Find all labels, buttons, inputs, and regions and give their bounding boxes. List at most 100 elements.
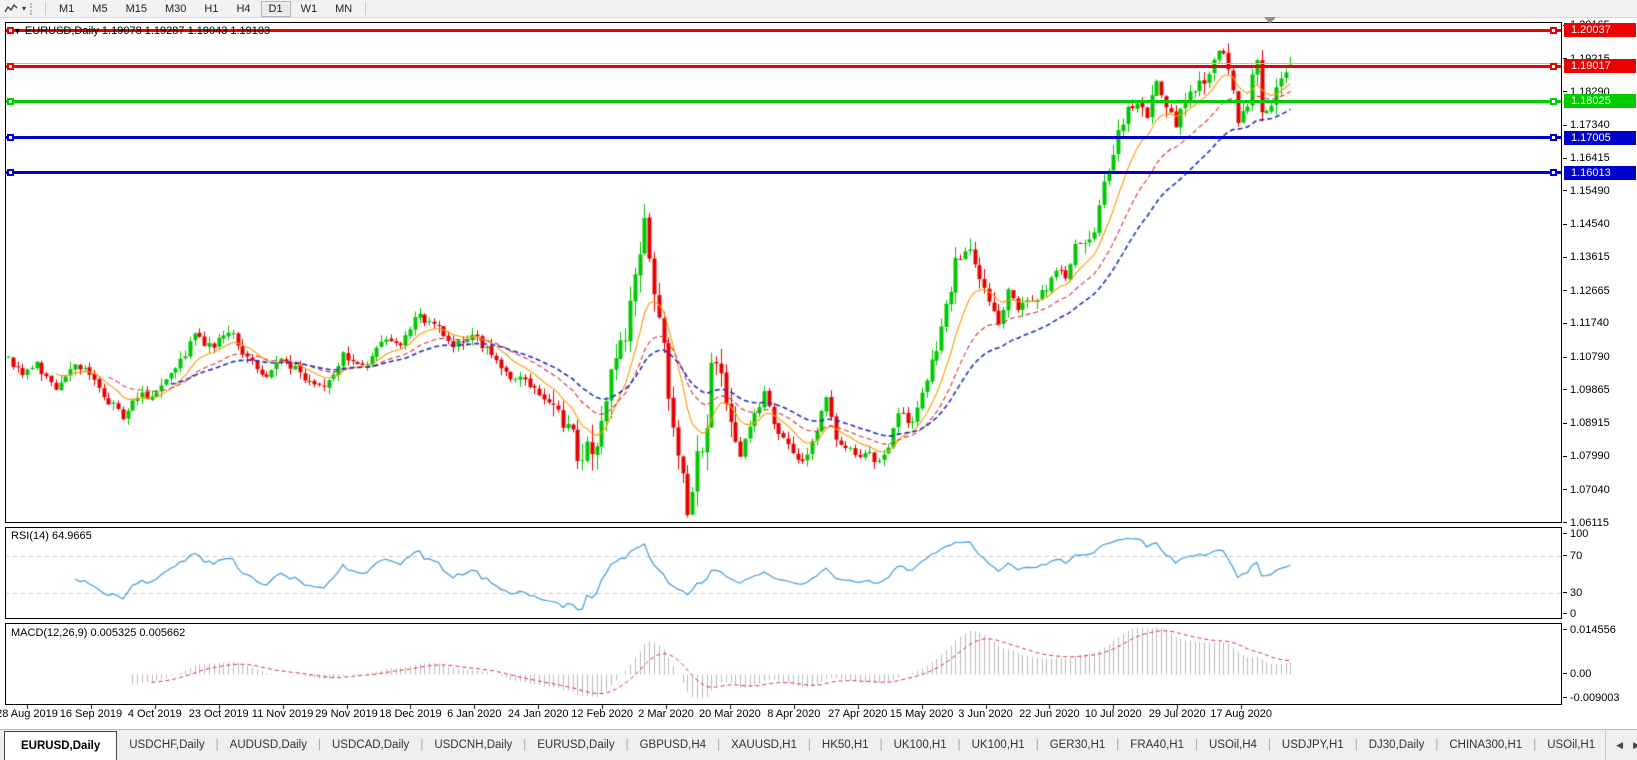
date-axis-label: 23 Oct 2019 — [188, 708, 249, 720]
tab-scroll-left-icon[interactable]: ◀ — [1616, 739, 1624, 750]
price-axis-tick: 1.16415 — [1563, 152, 1610, 164]
price-level-badge: 1.20037 — [1564, 23, 1636, 38]
price-axis-tick: 1.13615 — [1563, 251, 1610, 263]
hline-drag-handle[interactable] — [1550, 62, 1557, 70]
tool-dropdown-caret-icon[interactable]: ▾ — [22, 4, 27, 13]
chart-tab-usdcad-daily[interactable]: USDCAD,Daily — [331, 739, 410, 751]
timeframe-toolbar: ▾ M1 M5 M15 M30 H1 H4 D1 W1 MN — [0, 0, 1637, 18]
chart-tab-gbpusd-h4[interactable]: GBPUSD,H4 — [639, 739, 707, 751]
date-axis-label: 18 Dec 2019 — [379, 708, 442, 720]
chart-tab-xauusd-h1[interactable]: XAUUSD,H1 — [731, 739, 797, 751]
price-axis-tick: 1.07040 — [1563, 484, 1610, 496]
chart-tab-usoil-h4[interactable]: USOil,H4 — [1208, 739, 1257, 751]
rsi-label: RSI(14) 64.9665 — [11, 530, 92, 542]
toolbar-separator — [365, 2, 367, 15]
macd-label: MACD(12,26,9) 0.005325 0.005662 — [11, 627, 186, 639]
title-caret-icon[interactable]: ▼ — [13, 26, 22, 36]
hline-drag-handle[interactable] — [7, 134, 14, 142]
price-level-badge: 1.16013 — [1564, 165, 1636, 180]
date-axis-label: 27 Apr 2020 — [828, 708, 888, 720]
date-axis-label: 20 Mar 2020 — [699, 708, 761, 720]
date-axis-label: 22 Jun 2020 — [1019, 708, 1080, 720]
macd-axis-tick: 0.00 — [1563, 668, 1591, 680]
macd-axis-tick: -0.009003 — [1563, 692, 1620, 704]
hline-drag-handle[interactable] — [7, 62, 14, 70]
price-level-badge: 1.17005 — [1564, 130, 1636, 145]
toolbar-grip-handle[interactable] — [30, 2, 37, 15]
price-level-badge: 1.19017 — [1564, 59, 1636, 74]
timeframe-button-h1[interactable]: H1 — [204, 2, 219, 15]
date-axis-label: 29 Nov 2019 — [315, 708, 378, 720]
chart-tab-china300-h1[interactable]: CHINA300,H1 — [1449, 739, 1523, 751]
chart-tab-eurusd-daily[interactable]: EURUSD,Daily — [4, 731, 118, 760]
date-axis-label: 29 Jul 2020 — [1148, 708, 1206, 720]
timeframe-button-w1[interactable]: W1 — [300, 2, 318, 15]
hline-drag-handle[interactable] — [7, 169, 14, 177]
timeframe-button-mn[interactable]: MN — [335, 2, 353, 15]
date-axis-label: 3 Jun 2020 — [958, 708, 1013, 720]
timeframe-buttons: M1 M5 M15 M30 H1 H4 D1 W1 MN — [50, 0, 361, 17]
chart-tab-eurusd-daily[interactable]: EURUSD,Daily — [537, 739, 615, 751]
timeframe-button-m1[interactable]: M1 — [59, 2, 75, 15]
rsi-axis-tick: 70 — [1563, 550, 1582, 562]
date-axis-label: 28 Aug 2019 — [0, 708, 58, 720]
date-axis-label: 4 Oct 2019 — [127, 708, 182, 720]
date-axis-label: 15 May 2020 — [889, 708, 954, 720]
date-axis-label: 10 Jul 2020 — [1084, 708, 1142, 720]
tab-scroll-right-icon[interactable]: ▶ — [1633, 740, 1637, 751]
timeframe-button-h4[interactable]: H4 — [236, 2, 251, 15]
date-axis-label: 6 Jan 2020 — [447, 708, 502, 720]
price-axis-tick: 1.12665 — [1563, 285, 1610, 297]
chart-tab-fra40-h1[interactable]: FRA40,H1 — [1130, 739, 1184, 751]
macd-axis-tick: 0.014556 — [1563, 624, 1616, 636]
chart-title: ▼ EURUSD,Daily 1.19078 1.19287 1.19043 1.… — [13, 25, 271, 37]
chart-tab-uk100-h1[interactable]: UK100,H1 — [893, 739, 947, 751]
horizontal-line-object[interactable] — [6, 99, 1561, 103]
price-axis-tick: 1.11740 — [1563, 317, 1609, 329]
chart-tab-dj30-daily[interactable]: DJ30,Daily — [1368, 739, 1425, 751]
timeframe-button-m30[interactable]: M30 — [164, 2, 187, 15]
rsi-axis-tick: 0 — [1563, 608, 1576, 620]
macd-indicator-panel[interactable] — [5, 623, 1562, 705]
price-axis-tick: 1.17340 — [1563, 119, 1610, 131]
hline-drag-handle[interactable] — [7, 97, 14, 105]
timeframe-button-m5[interactable]: M5 — [92, 2, 108, 15]
price-axis-tick: 1.08915 — [1563, 417, 1610, 429]
date-axis-label: 16 Sep 2019 — [59, 708, 123, 720]
polyline-chart-icon[interactable] — [0, 1, 22, 16]
date-axis-label: 8 Apr 2020 — [767, 708, 821, 720]
toolbar-separator — [45, 2, 47, 15]
price-level-badge: 1.18025 — [1564, 94, 1636, 109]
chart-tab-audusd-daily[interactable]: AUDUSD,Daily — [229, 739, 307, 751]
hline-drag-handle[interactable] — [1550, 134, 1557, 142]
timeframe-button-m15[interactable]: M15 — [125, 2, 147, 15]
date-axis-label: 17 Aug 2020 — [1210, 708, 1272, 720]
chart-tab-ger30-h1[interactable]: GER30,H1 — [1049, 739, 1106, 751]
price-axis-tick: 1.09865 — [1563, 384, 1610, 396]
hline-drag-handle[interactable] — [1550, 26, 1557, 34]
hline-drag-handle[interactable] — [1550, 169, 1557, 177]
chart-tab-usdjpy-h1[interactable]: USDJPY,H1 — [1281, 739, 1344, 751]
chart-tab-usoil-h1[interactable]: USOil,H1 — [1547, 739, 1596, 751]
price-axis-tick: 1.07990 — [1563, 450, 1610, 462]
main-chart-panel[interactable] — [5, 22, 1562, 523]
date-axis-label: 2 Mar 2020 — [638, 708, 694, 720]
chart-tab-uk100-h1[interactable]: UK100,H1 — [971, 739, 1025, 751]
price-axis-tick: 1.15490 — [1563, 185, 1610, 197]
chart-tab-hk50-h1[interactable]: HK50,H1 — [821, 739, 869, 751]
date-axis-label: 12 Feb 2020 — [571, 708, 633, 720]
chart-tab-bar: EURUSD,Daily USDCHF,Daily | AUDUSD,Daily | US… — [0, 729, 1637, 760]
horizontal-line-object[interactable] — [6, 171, 1561, 175]
hline-drag-handle[interactable] — [1550, 97, 1557, 105]
tab-scroll-arrows: ◀▶ — [1605, 730, 1637, 760]
rsi-axis-tick: 30 — [1563, 587, 1582, 599]
rsi-indicator-panel[interactable] — [5, 527, 1562, 619]
chart-shift-marker[interactable] — [1264, 17, 1276, 24]
chart-tab-usdcnh-daily[interactable]: USDCNH,Daily — [434, 739, 513, 751]
horizontal-line-object[interactable] — [6, 64, 1561, 68]
date-axis-label: 11 Nov 2019 — [251, 708, 314, 720]
horizontal-line-object[interactable] — [6, 136, 1561, 140]
chart-tab-usdchf-daily[interactable]: USDCHF,Daily — [129, 739, 205, 751]
timeframe-button-d1[interactable]: D1 — [260, 0, 291, 17]
